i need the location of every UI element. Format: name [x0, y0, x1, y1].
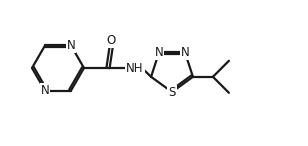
Text: N: N	[155, 46, 164, 59]
Text: N: N	[180, 46, 189, 59]
Text: NH: NH	[126, 61, 144, 74]
Text: S: S	[168, 86, 176, 99]
Text: O: O	[106, 34, 116, 47]
Text: N: N	[67, 39, 75, 52]
Text: N: N	[41, 84, 49, 97]
